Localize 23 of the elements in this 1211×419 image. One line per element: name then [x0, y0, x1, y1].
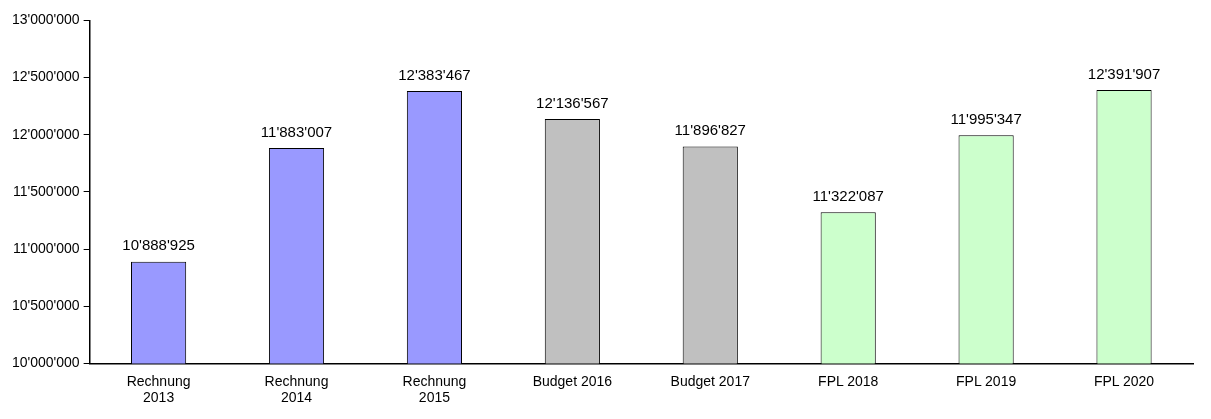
x-tick-label: Budget 2017 — [670, 372, 751, 389]
data-label: 11'995'347 — [950, 109, 1022, 127]
y-tick-label: 11'000'000 — [13, 239, 80, 256]
data-label: 11'883'007 — [260, 122, 333, 140]
data-label: 12'383'467 — [398, 65, 471, 83]
data-label: 10'888'925 — [122, 236, 195, 254]
data-label: 11'896'827 — [674, 121, 746, 139]
x-tick-label: Rechnung 2015 — [402, 372, 467, 406]
y-tick-label: 10'000'000 — [11, 354, 80, 371]
data-label: 12'136'567 — [536, 93, 609, 111]
y-tick-label: 13'000'000 — [11, 11, 80, 28]
data-label: 11'322'087 — [812, 186, 884, 204]
y-tick-label: 10'500'000 — [11, 297, 80, 314]
y-tick-label: 12'500'000 — [11, 68, 80, 85]
x-tick-label: Rechnung 2014 — [264, 372, 329, 406]
x-tick-label: Rechnung 2013 — [126, 372, 191, 406]
y-tick-label: 12'000'000 — [11, 125, 80, 142]
x-tick-label: FPL 2020 — [1093, 372, 1155, 389]
x-tick-label: Budget 2016 — [532, 372, 613, 389]
data-label: 12'391'907 — [1087, 64, 1161, 82]
y-tick-label: 11'500'000 — [13, 182, 80, 199]
x-tick-label: FPL 2018 — [818, 372, 879, 389]
x-tick-label: FPL 2019 — [956, 372, 1017, 389]
